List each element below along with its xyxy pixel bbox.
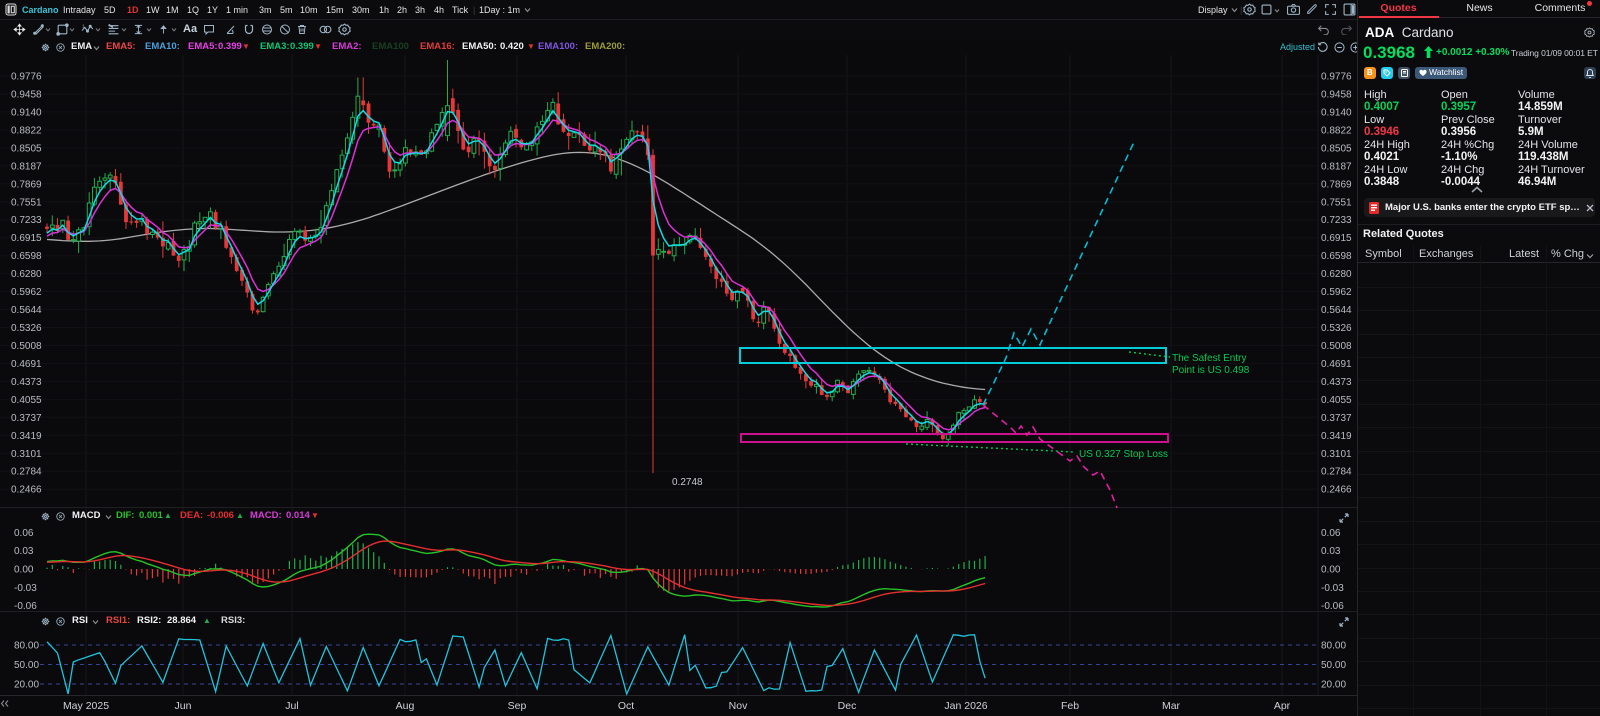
- svg-text:20.00: 20.00: [1321, 680, 1346, 691]
- svg-text:0.3101: 0.3101: [11, 449, 42, 460]
- svg-text:0.5962: 0.5962: [11, 287, 42, 298]
- svg-text:Feb: Feb: [1061, 700, 1079, 712]
- svg-text:0.7551: 0.7551: [11, 197, 42, 208]
- svg-text:0.6280: 0.6280: [11, 269, 42, 280]
- svg-text:0.9776: 0.9776: [1321, 72, 1352, 83]
- svg-text:0.6915: 0.6915: [1321, 233, 1352, 244]
- svg-text:50.00: 50.00: [1321, 660, 1346, 671]
- svg-text:0.7233: 0.7233: [1321, 215, 1352, 226]
- svg-text:0.8505: 0.8505: [11, 143, 42, 154]
- svg-text:Mar: Mar: [1162, 700, 1181, 712]
- svg-text:Apr: Apr: [1274, 700, 1291, 712]
- svg-text:80.00: 80.00: [1321, 641, 1346, 652]
- svg-text:Point is US 0.498: Point is US 0.498: [1172, 365, 1250, 376]
- svg-text:-0.03: -0.03: [14, 583, 37, 594]
- svg-text:0.4055: 0.4055: [11, 395, 42, 406]
- svg-text:0.8187: 0.8187: [11, 161, 42, 172]
- svg-text:0.5644: 0.5644: [11, 305, 42, 316]
- svg-text:The Safest Entry: The Safest Entry: [1172, 353, 1246, 364]
- svg-text:0.7233: 0.7233: [11, 215, 42, 226]
- svg-text:0.7869: 0.7869: [1321, 179, 1352, 190]
- svg-text:0.8505: 0.8505: [1321, 143, 1352, 154]
- svg-text:0.9776: 0.9776: [11, 72, 42, 83]
- svg-text:0.5326: 0.5326: [11, 323, 42, 334]
- svg-text:0.3737: 0.3737: [1321, 413, 1352, 424]
- svg-text:0.2466: 0.2466: [1321, 485, 1352, 496]
- svg-text:0.4373: 0.4373: [11, 377, 42, 388]
- svg-text:0.2748: 0.2748: [672, 477, 703, 488]
- svg-text:0.9140: 0.9140: [1321, 107, 1352, 118]
- svg-text:80.00: 80.00: [14, 641, 39, 652]
- svg-text:0.8187: 0.8187: [1321, 161, 1352, 172]
- svg-text:0.5008: 0.5008: [1321, 341, 1352, 352]
- svg-text:0.00: 0.00: [1321, 565, 1341, 576]
- svg-text:0.06: 0.06: [14, 528, 34, 539]
- svg-text:0.06: 0.06: [1321, 528, 1341, 539]
- svg-text:0.4055: 0.4055: [1321, 395, 1352, 406]
- svg-text:Jun: Jun: [175, 700, 192, 712]
- svg-text:Jan 2026: Jan 2026: [944, 700, 987, 712]
- svg-text:0.9458: 0.9458: [1321, 90, 1352, 101]
- svg-text:0.9458: 0.9458: [11, 90, 42, 101]
- svg-text:0.3737: 0.3737: [11, 413, 42, 424]
- svg-text:0.5326: 0.5326: [1321, 323, 1352, 334]
- svg-text:-0.06: -0.06: [1321, 601, 1344, 612]
- svg-text:May 2025: May 2025: [63, 700, 109, 712]
- svg-text:Oct: Oct: [618, 700, 634, 712]
- svg-text:Sep: Sep: [508, 700, 527, 712]
- svg-text:0.8822: 0.8822: [1321, 125, 1352, 136]
- svg-text:0.3419: 0.3419: [11, 431, 42, 442]
- svg-text:0.3419: 0.3419: [1321, 431, 1352, 442]
- svg-text:Jul: Jul: [285, 700, 298, 712]
- svg-text:0.4691: 0.4691: [1321, 359, 1352, 370]
- svg-text:-0.03: -0.03: [1321, 583, 1344, 594]
- svg-text:0.5962: 0.5962: [1321, 287, 1352, 298]
- svg-text:US 0.327 Stop Loss: US 0.327 Stop Loss: [1079, 449, 1168, 460]
- svg-text:0.8822: 0.8822: [11, 125, 42, 136]
- svg-text:0.9140: 0.9140: [11, 107, 42, 118]
- svg-text:1: 1: [82, 23, 85, 28]
- svg-text:0.5644: 0.5644: [1321, 305, 1352, 316]
- svg-text:0.7869: 0.7869: [11, 179, 42, 190]
- svg-text:50.00: 50.00: [14, 660, 39, 671]
- svg-text:Dec: Dec: [838, 700, 857, 712]
- svg-text:-0.06: -0.06: [14, 601, 37, 612]
- svg-text:0.6280: 0.6280: [1321, 269, 1352, 280]
- svg-text:0.7551: 0.7551: [1321, 197, 1352, 208]
- svg-text:0.03: 0.03: [1321, 546, 1341, 557]
- svg-text:0.3101: 0.3101: [1321, 449, 1352, 460]
- svg-text:Nov: Nov: [729, 700, 748, 712]
- svg-text:Aug: Aug: [396, 700, 415, 712]
- svg-text:0.03: 0.03: [14, 546, 34, 557]
- svg-text:0.2784: 0.2784: [11, 467, 42, 478]
- svg-text:0.5008: 0.5008: [11, 341, 42, 352]
- svg-text:0.6915: 0.6915: [11, 233, 42, 244]
- svg-text:0.2466: 0.2466: [11, 485, 42, 496]
- svg-text:0.2784: 0.2784: [1321, 467, 1352, 478]
- svg-text:0.6598: 0.6598: [1321, 251, 1352, 262]
- svg-text:0.4373: 0.4373: [1321, 377, 1352, 388]
- svg-text:0.4691: 0.4691: [11, 359, 42, 370]
- svg-text:0.00: 0.00: [14, 565, 34, 576]
- svg-text:20.00: 20.00: [14, 680, 39, 691]
- svg-text:0.6598: 0.6598: [11, 251, 42, 262]
